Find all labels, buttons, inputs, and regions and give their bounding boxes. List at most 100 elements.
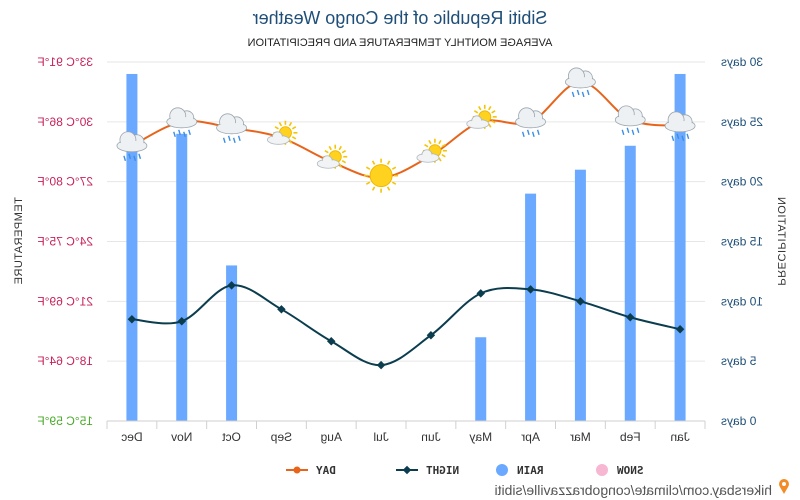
chart-subtitle: AVERAGE MONTHLY TEMPERATURE AND PRECIPIT… [248, 37, 553, 49]
left-tick-label: 20 days [721, 175, 763, 189]
rain-drop [576, 89, 580, 96]
rain-drop [188, 129, 191, 136]
rain-bar [574, 169, 586, 421]
sun-ray [391, 166, 397, 170]
rain-drop [173, 131, 176, 138]
rain-cloud-icon [565, 67, 596, 98]
sun-ray [291, 126, 297, 130]
sun-ray [371, 186, 376, 191]
rain-cloud-icon [116, 131, 148, 161]
map-pin-icon [779, 479, 789, 494]
night-point [626, 313, 635, 322]
rain-bar [226, 265, 238, 421]
sun-ray [473, 110, 479, 114]
chart-title: Sibiti Republic of the Congo Weather [253, 8, 548, 28]
rain-drop [636, 127, 640, 134]
rain-cloud-icon [166, 107, 198, 138]
cloud-shape [268, 136, 289, 144]
rain-bar [674, 73, 686, 421]
rain-drop [521, 131, 525, 138]
sun-ray [324, 150, 329, 154]
rain-drop [626, 127, 630, 134]
cloud-shape [666, 120, 695, 131]
left-tick-label: 0 days [721, 414, 756, 428]
sun-ray [391, 181, 397, 185]
legend-label-day: DAY [316, 464, 336, 477]
rain-drop [237, 135, 241, 142]
credit-link[interactable]: hikersbay.com/climate/congobrazzaville/s… [494, 482, 772, 498]
legend-swatch-snow [596, 464, 608, 476]
rain-cloud-icon [216, 113, 247, 144]
rain-cloud-icon [664, 111, 696, 142]
cloud-shape [217, 122, 246, 133]
sun-ray [438, 139, 442, 145]
sun-ray [424, 144, 429, 148]
temperature-lines [127, 78, 685, 370]
cloud-shape [318, 160, 339, 168]
rain-drop [536, 129, 540, 136]
x-tick-label: Feb [620, 430, 641, 444]
sun-ray [274, 126, 279, 130]
rain-drop [138, 153, 142, 159]
sun-ray [491, 110, 496, 114]
rain-bar [176, 133, 188, 422]
sun-ray [341, 160, 347, 164]
right-axis-title: TEMPERATURE [13, 197, 25, 285]
sun-cloud-icon [416, 138, 447, 163]
night-point [576, 297, 585, 306]
sun-ray [386, 160, 391, 165]
night-point [426, 330, 436, 340]
rain-drop [227, 135, 231, 142]
sun-ray [365, 166, 371, 170]
rain-drop [232, 137, 236, 144]
x-tick-label: Oct [222, 430, 241, 444]
x-tick-label: Dec [121, 430, 142, 444]
x-tick-label: Aug [321, 430, 342, 444]
right-tick-label: 18°C 64°F [37, 354, 93, 368]
sun-ray [291, 136, 297, 140]
sun-cloud-icon [316, 144, 348, 169]
left-tick-label: 15 days [721, 235, 763, 249]
x-tick-label: Jun [421, 430, 440, 444]
night-point [127, 315, 137, 324]
rain-drop [621, 129, 625, 136]
rain-bar [475, 337, 487, 421]
cloud-shape [516, 116, 545, 127]
night-point [277, 305, 286, 314]
x-tick-label: Nov [171, 430, 192, 444]
cloud-shape [417, 154, 438, 162]
rain-bar [126, 73, 138, 421]
sun-ray [478, 106, 482, 111]
sun-ray [288, 121, 293, 127]
left-tick-label: 10 days [721, 294, 763, 308]
right-tick-label: 21°C 69°F [37, 294, 93, 308]
x-tick-label: Apr [521, 430, 540, 444]
x-tick-label: Sep [270, 430, 292, 444]
pin-tip [780, 487, 788, 494]
legend-label-night: NIGHT [426, 464, 459, 477]
right-tick-label: 15°C 59°F [37, 414, 93, 428]
left-axis-title: PRECIPITATION [775, 196, 787, 285]
rain-drop [123, 155, 127, 161]
left-tick-label: 30 days [721, 55, 763, 69]
pin-hole [782, 482, 786, 486]
rain-drop [178, 129, 181, 136]
right-tick-label: 33°C 91°F [37, 55, 93, 69]
rain-drop [586, 89, 590, 96]
rain-drop [128, 153, 132, 159]
rain-drop [686, 133, 690, 140]
cloud-shape [467, 120, 488, 128]
right-tick-label: 24°C 75°F [37, 235, 93, 249]
weather-icons [116, 67, 696, 193]
x-tick-label: Jan [670, 430, 689, 444]
night-point [675, 325, 685, 334]
legend-label-snow: SNOW [617, 464, 644, 477]
rain-bars [126, 73, 686, 422]
rain-drop [222, 137, 226, 144]
cloud-shape [167, 116, 196, 127]
night-point [376, 360, 386, 370]
sun-ray [488, 106, 492, 111]
sun-ray [365, 181, 371, 185]
rain-bar [525, 193, 537, 421]
sun-ray [491, 120, 496, 124]
